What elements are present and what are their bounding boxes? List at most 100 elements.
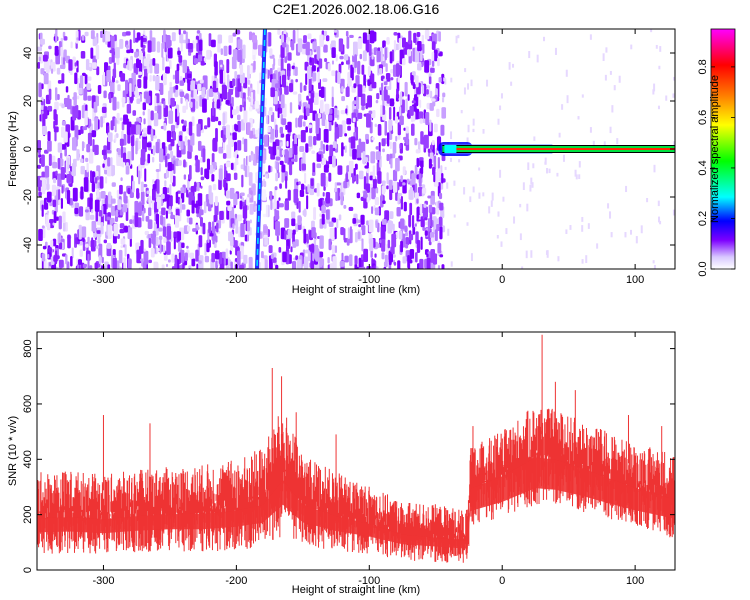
heatmap-cell [107,157,111,167]
heatmap-cell [463,187,466,195]
heatmap-cell [164,180,167,187]
heatmap-cell [658,216,661,223]
heatmap-cell [37,164,41,169]
heatmap-cell [225,161,231,168]
heatmap-cell [389,188,393,201]
heatmap-cell [345,30,349,37]
heatmap-cell [672,93,675,98]
heatmap-cell [408,30,412,45]
heatmap-cell [378,68,383,75]
heatmap-cell [497,118,500,125]
heatmap-cell [67,157,70,170]
heatmap-cell [323,44,328,53]
heatmap-cell [389,51,393,64]
heatmap-cell [226,144,232,159]
heatmap-cell [305,126,308,133]
heatmap-cell [295,255,299,261]
heatmap-cell [125,44,129,49]
heatmap-cell [417,63,422,71]
heatmap-cell [315,248,320,262]
heatmap-cell [189,165,192,180]
heatmap-cell [395,268,399,269]
heatmap-cell [313,135,317,146]
heatmap-cell [334,227,337,240]
heatmap-cell [272,202,277,210]
heatmap-cell [414,47,420,63]
heatmap-cell [275,124,278,138]
heatmap-cell [402,37,406,48]
heatmap-cell [338,124,343,137]
heatmap-cell [472,118,475,126]
heatmap-cell [438,31,441,42]
heatmap-cell [227,259,232,266]
heatmap-cell [328,172,332,182]
heatmap-cell [48,45,52,50]
heatmap-cell [420,236,423,250]
heatmap-cell [311,172,316,176]
heatmap-cell [200,167,203,176]
heatmap-cell [171,266,176,269]
heatmap-cell [222,153,227,159]
heatmap-cell [113,223,119,237]
heatmap-cell [161,193,165,200]
heatmap-cell [211,173,215,182]
heatmap-cell [303,256,309,269]
heatmap-cell [147,40,152,53]
heatmap-cell [388,251,392,266]
heatmap-cell [212,101,215,117]
heatmap-cell [201,87,206,98]
heatmap-cell [63,131,68,143]
heatmap-cell [217,91,220,96]
heatmap-cell [575,174,578,180]
heatmap-cell [110,206,116,216]
heatmap-cell [102,203,107,215]
heatmap-cell [143,76,148,89]
heatmap-cell [74,207,79,215]
heatmap-cell [368,219,374,233]
heatmap-cell [79,75,84,88]
heatmap-cell [354,232,358,243]
heatmap-cell [115,209,119,218]
heatmap-cell [578,174,581,180]
heatmap-cell [500,93,503,99]
heatmap-cell [102,71,106,86]
heatmap-cell [73,92,77,106]
heatmap-cell [323,186,326,191]
heatmap-cell [339,55,344,60]
heatmap-cell [78,206,84,217]
heatmap-cell [423,203,427,208]
x-tick-label: 0 [499,575,505,587]
heatmap-cell [472,128,475,133]
heatmap-cell [153,135,157,139]
heatmap-cell [596,243,599,249]
heatmap-cell [144,168,147,182]
spectrogram-x-label: Height of straight line (km) [292,284,420,296]
heatmap-cell [418,157,424,161]
heatmap-cell [402,182,406,186]
heatmap-cell [159,238,162,254]
heatmap-cell [52,222,55,226]
heatmap-cell [362,32,367,44]
heatmap-cell [39,177,45,181]
heatmap-cell [441,264,445,269]
heatmap-cell [424,29,430,40]
heatmap-cell [40,68,45,75]
heatmap-cell [505,228,508,235]
heatmap-cell [239,72,245,84]
heatmap-cell [291,158,296,162]
heatmap-cell [655,44,658,49]
heatmap-cell [328,119,332,132]
heatmap-cell [142,102,147,111]
heatmap-cell [183,30,187,35]
heatmap-cell [377,124,382,136]
heatmap-cell [94,144,99,156]
heatmap-cell [56,93,60,101]
heatmap-cell [467,124,470,133]
heatmap-cell [78,224,82,240]
heatmap-cell [114,117,117,133]
heatmap-cell [426,89,429,95]
heatmap-cell [231,56,237,70]
heatmap-cell [152,57,156,66]
snr-x-label: Height of straight line (km) [292,584,420,596]
heatmap-cell [123,257,126,269]
